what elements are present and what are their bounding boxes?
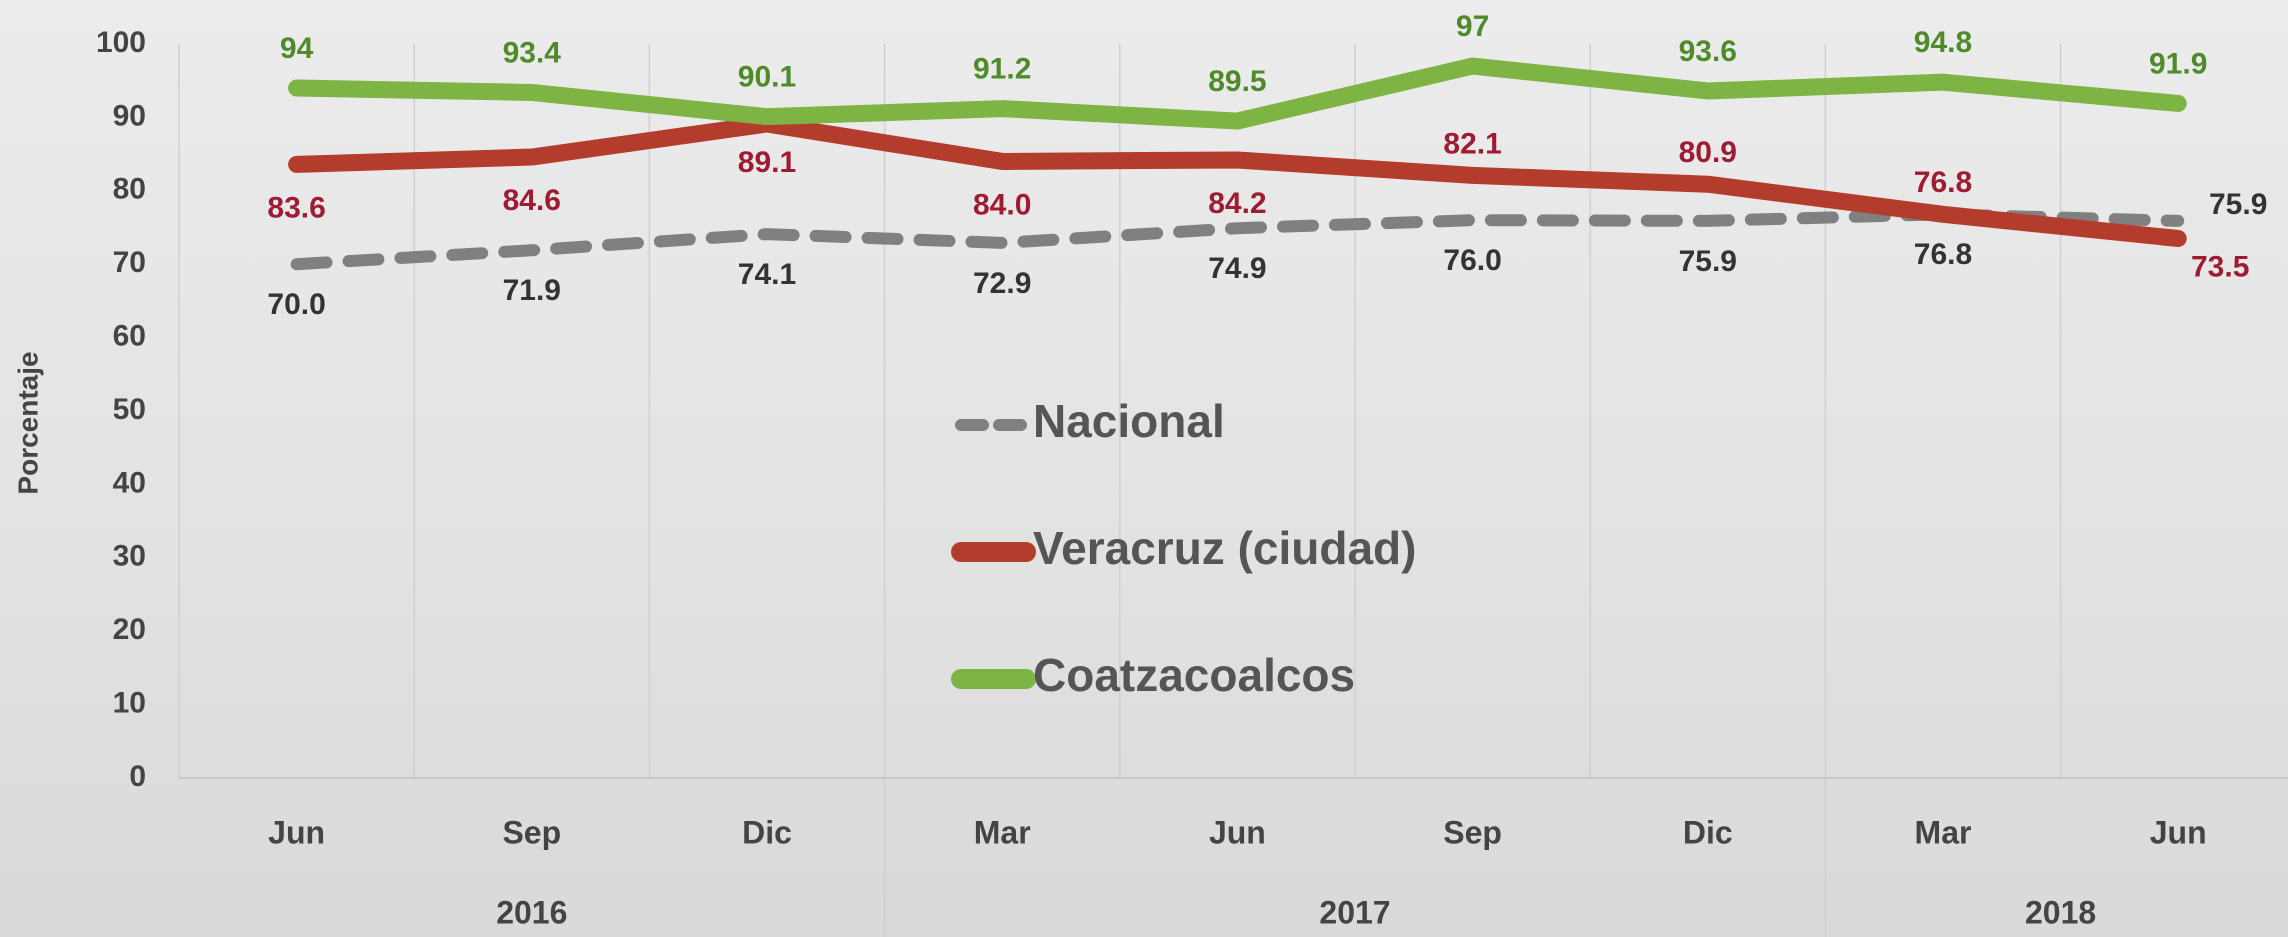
data-label: 89.1 — [738, 146, 796, 179]
year-label: 2016 — [496, 894, 567, 930]
data-label: 91.2 — [973, 53, 1031, 86]
data-label: 76.0 — [1443, 244, 1501, 277]
y-tick-label: 40 — [113, 466, 146, 499]
x-tick-label: Jun — [2150, 814, 2207, 850]
x-tick-label: Dic — [1683, 814, 1733, 850]
y-tick-label: 80 — [113, 173, 146, 206]
data-label: 76.8 — [1914, 238, 1972, 271]
data-label: 91.9 — [2149, 47, 2207, 80]
data-label: 73.5 — [2191, 250, 2249, 283]
x-tick-label: Sep — [502, 814, 561, 850]
data-label: 84.2 — [1208, 187, 1266, 220]
y-tick-label: 100 — [96, 26, 146, 59]
legend-label: Veracruz (ciudad) — [1033, 522, 1416, 574]
data-label: 89.5 — [1208, 65, 1266, 98]
data-label: 74.1 — [738, 258, 796, 291]
data-label: 82.1 — [1443, 127, 1501, 160]
data-label: 90.1 — [738, 61, 796, 94]
y-tick-label: 0 — [129, 760, 146, 793]
data-label: 93.6 — [1679, 35, 1737, 68]
y-axis-title: Porcentaje — [12, 351, 43, 494]
page: Porcentaje 0 10 20 30 40 50 60 70 80 90 100 Jun Sep D… — [0, 0, 2288, 937]
y-tick-label: 10 — [113, 687, 146, 720]
data-label: 72.9 — [973, 267, 1031, 300]
y-tick-label: 30 — [113, 540, 146, 573]
data-label: 75.9 — [2209, 188, 2267, 221]
data-label: 97 — [1456, 10, 1489, 43]
chart: Porcentaje 0 10 20 30 40 50 60 70 80 90 100 Jun Sep D… — [0, 0, 2288, 937]
y-tick-label: 90 — [113, 99, 146, 132]
data-label: 83.6 — [267, 191, 325, 224]
x-tick-label: Mar — [1915, 814, 1972, 850]
x-tick-label: Jun — [268, 814, 325, 850]
y-tick-label: 70 — [113, 246, 146, 279]
data-label: 94.8 — [1914, 26, 1972, 59]
x-tick-label: Jun — [1209, 814, 1266, 850]
legend-label: Coatzacoalcos — [1033, 649, 1355, 701]
data-label: 74.9 — [1208, 252, 1266, 285]
data-label: 84.0 — [973, 188, 1031, 221]
y-tick-label: 60 — [113, 320, 146, 353]
x-tick-label: Sep — [1443, 814, 1502, 850]
year-label: 2018 — [2025, 894, 2096, 930]
series-line — [297, 124, 2179, 239]
data-label: 71.9 — [503, 274, 561, 307]
data-label: 76.8 — [1914, 166, 1972, 199]
data-label: 80.9 — [1679, 136, 1737, 169]
data-label: 94 — [280, 32, 314, 65]
y-tick-label: 20 — [113, 613, 146, 646]
data-label: 70.0 — [267, 288, 325, 321]
data-label: 93.4 — [503, 36, 562, 69]
year-label: 2017 — [1319, 894, 1390, 930]
data-label: 75.9 — [1679, 245, 1737, 278]
legend-label: Nacional — [1033, 395, 1225, 447]
x-tick-label: Dic — [742, 814, 792, 850]
y-tick-label: 50 — [113, 393, 146, 426]
data-label: 84.6 — [503, 184, 561, 217]
x-tick-label: Mar — [974, 814, 1031, 850]
